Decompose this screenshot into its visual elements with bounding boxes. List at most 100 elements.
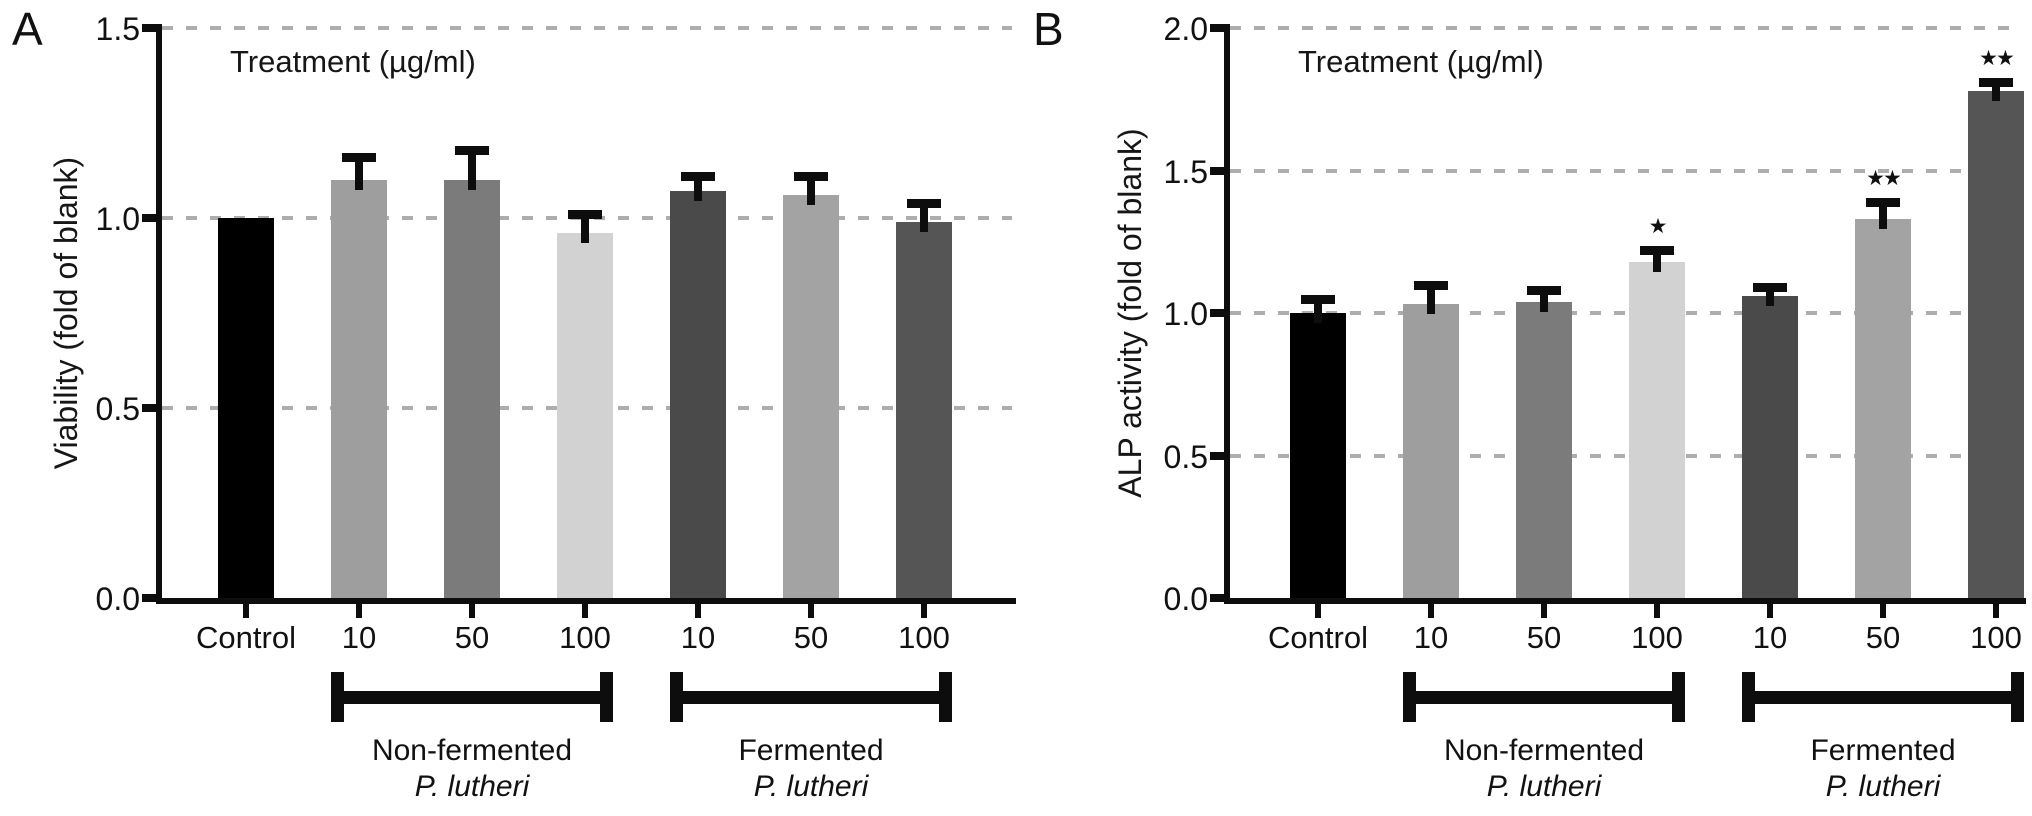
x-tick-mark [243,604,249,618]
bar [1855,218,1911,598]
error-bar-stem [1540,290,1548,312]
error-bar-cap [794,172,828,182]
error-bar-stem [1653,250,1661,272]
y-tick-mark [1210,166,1224,175]
bar [1629,261,1685,598]
x-tick-label: 50 [793,620,829,655]
group-label-line1: Fermented [738,734,884,767]
group-bracket-line [1403,691,1685,704]
bar [444,180,500,598]
error-bar-cap [1753,283,1787,293]
significance-stars: ★ [1648,215,1668,239]
x-tick-label: 50 [1526,620,1562,655]
y-tick-label: 1.0 [95,201,140,237]
bar [1968,90,2024,598]
group-label-line2: P. lutheri [414,770,530,803]
x-tick-label: Control [1268,620,1368,655]
x-tick-label: 100 [1631,620,1683,655]
significance-stars: ★★ [1866,166,1902,190]
x-tick-label: 10 [1413,620,1449,655]
error-bar-stem [1879,201,1887,229]
y-tick-mark [142,594,156,602]
x-tick-mark [808,604,814,618]
y-tick-label: 2.0 [1163,11,1208,47]
bar [557,233,613,598]
y-tick-label: 0.0 [95,581,140,617]
gridline [1230,168,2022,173]
error-bar-stem [920,202,928,232]
error-bar-stem [807,176,815,206]
x-axis-line [1224,598,2026,604]
group-label-line1: Non-fermented [371,734,573,767]
error-bar-cap [907,198,941,208]
panel-letter: B [1033,3,1064,55]
group-label-line1: Fermented [1810,734,1956,767]
significance-stars: ★★ [1979,47,2015,71]
bar [331,180,387,598]
group-label-line2: P. lutheri [753,770,869,803]
y-tick-mark [1210,24,1224,32]
x-tick-label: 100 [1970,620,2022,655]
x-tick-mark [921,604,927,618]
group-label-line2: P. lutheri [1825,770,1941,803]
y-tick-mark [1210,309,1224,317]
bar [1742,295,1798,598]
x-tick-mark [1767,604,1773,618]
y-tick-mark [142,214,156,222]
chart-inner-title: Treatment (µg/ml) [230,44,476,79]
error-bar-cap [1640,246,1674,256]
error-bar-stem [355,157,363,190]
y-tick-label: 1.5 [1163,153,1208,190]
gridline [1230,26,2022,30]
x-tick-label: 50 [454,620,490,655]
x-tick-label: 100 [559,620,611,655]
x-tick-label: 50 [1865,620,1901,655]
y-tick-mark [142,404,156,412]
y-tick-label: 1.5 [95,11,140,47]
x-tick-mark [469,604,475,618]
y-tick-label: 0.5 [1163,438,1208,475]
y-axis-title: ALP activity (fold of blank) [1112,128,1148,498]
y-tick-label: 1.0 [1163,296,1208,332]
error-bar-cap [568,210,602,220]
y-tick-label: 0.5 [95,391,140,427]
x-tick-mark [1428,604,1434,618]
x-tick-mark [695,604,701,618]
panel-letter: A [12,3,43,55]
bar [1290,313,1346,598]
group-bracket-line [1742,691,2024,704]
error-bar-stem [694,176,702,202]
y-axis-line [1224,24,1230,604]
x-tick-mark [1880,604,1886,618]
x-axis-line [156,598,1016,604]
x-tick-label: 10 [680,620,716,655]
y-axis-line [156,24,162,604]
x-tick-mark [1654,604,1660,618]
error-bar-stem [1427,284,1435,315]
error-bar-stem [1766,287,1774,306]
group-bracket-line [331,691,613,704]
gridline [1230,311,2022,315]
error-bar-cap [1866,197,1900,207]
bar [218,218,274,598]
group-label-line1: Non-fermented [1443,734,1645,767]
y-tick-mark [1210,451,1224,460]
x-tick-mark [356,604,362,618]
gridline [1230,453,2022,458]
group-label-line2: P. lutheri [1486,770,1602,803]
error-bar-stem [1314,298,1322,323]
y-tick-mark [1210,594,1224,602]
x-tick-label: Control [196,620,296,655]
error-bar-cap [455,145,489,155]
x-tick-label: 10 [341,620,377,655]
y-tick-label: 0.0 [1163,581,1208,617]
bar [1516,301,1572,598]
bar [783,195,839,598]
y-tick-mark [142,24,156,32]
bar [896,221,952,598]
error-bar-cap [1414,280,1448,290]
x-tick-mark [1993,604,1999,618]
error-bar-cap [681,172,715,182]
